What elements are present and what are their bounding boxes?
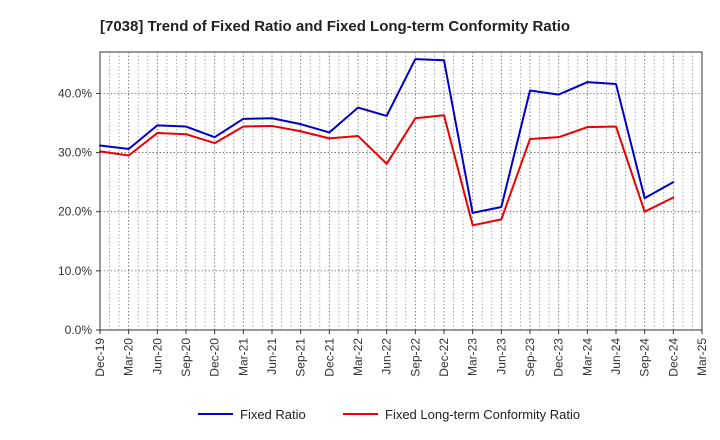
series-line-fixed-long-term-conformity-ratio [99, 114, 675, 227]
x-tick-label: Mar-20 [122, 338, 136, 376]
legend-label: Fixed Ratio [240, 407, 306, 422]
x-tick-label: Dec-21 [322, 338, 336, 377]
y-tick-label: 20.0% [58, 205, 92, 219]
y-axis: 0.0% 10.0% 20.0% 30.0% 40.0% [58, 86, 100, 337]
x-tick-label: Dec-24 [666, 338, 680, 377]
x-tick-label: Sep-21 [294, 338, 308, 377]
x-tick-label: Jun-24 [609, 338, 623, 375]
x-tick-label: Mar-21 [236, 338, 250, 376]
gridlines [100, 52, 702, 330]
x-tick-label: Sep-23 [523, 338, 537, 377]
x-tick-label: Sep-20 [179, 338, 193, 377]
x-tick-label: Jun-21 [265, 338, 279, 375]
y-tick-label: 40.0% [58, 86, 92, 100]
x-tick-label: Mar-22 [351, 338, 365, 376]
x-tick-label: Dec-20 [208, 338, 222, 377]
x-tick-label: Jun-23 [494, 338, 508, 375]
y-tick-label: 0.0% [65, 323, 93, 337]
x-tick-label: Mar-24 [580, 338, 594, 376]
legend-label: Fixed Long-term Conformity Ratio [385, 407, 580, 422]
y-tick-label: 30.0% [58, 146, 92, 160]
x-tick-label: Mar-25 [695, 338, 709, 376]
x-tick-label: Dec-19 [93, 338, 107, 377]
x-axis: Dec-19 Mar-20 Jun-20 Sep-20 Dec-20 Mar-21 Jun-… [93, 330, 709, 377]
x-tick-label: Mar-23 [466, 338, 480, 376]
plot-background [100, 52, 702, 330]
x-tick-label: Sep-24 [638, 338, 652, 377]
x-tick-label: Sep-22 [408, 338, 422, 377]
legend: Fixed Ratio Fixed Long-term Conformity Ra… [198, 407, 580, 422]
series-lines [99, 58, 675, 227]
plot-border [99, 51, 703, 331]
x-tick-label: Jun-20 [150, 338, 164, 375]
y-tick-label: 10.0% [58, 264, 92, 278]
x-tick-label: Dec-22 [437, 338, 451, 377]
x-tick-label: Jun-22 [380, 338, 394, 375]
chart-title: [7038] Trend of Fixed Ratio and Fixed Lo… [100, 18, 570, 35]
series-line-fixed-ratio [99, 58, 675, 214]
plot-area [99, 51, 703, 331]
x-tick-label: Dec-23 [552, 338, 566, 377]
